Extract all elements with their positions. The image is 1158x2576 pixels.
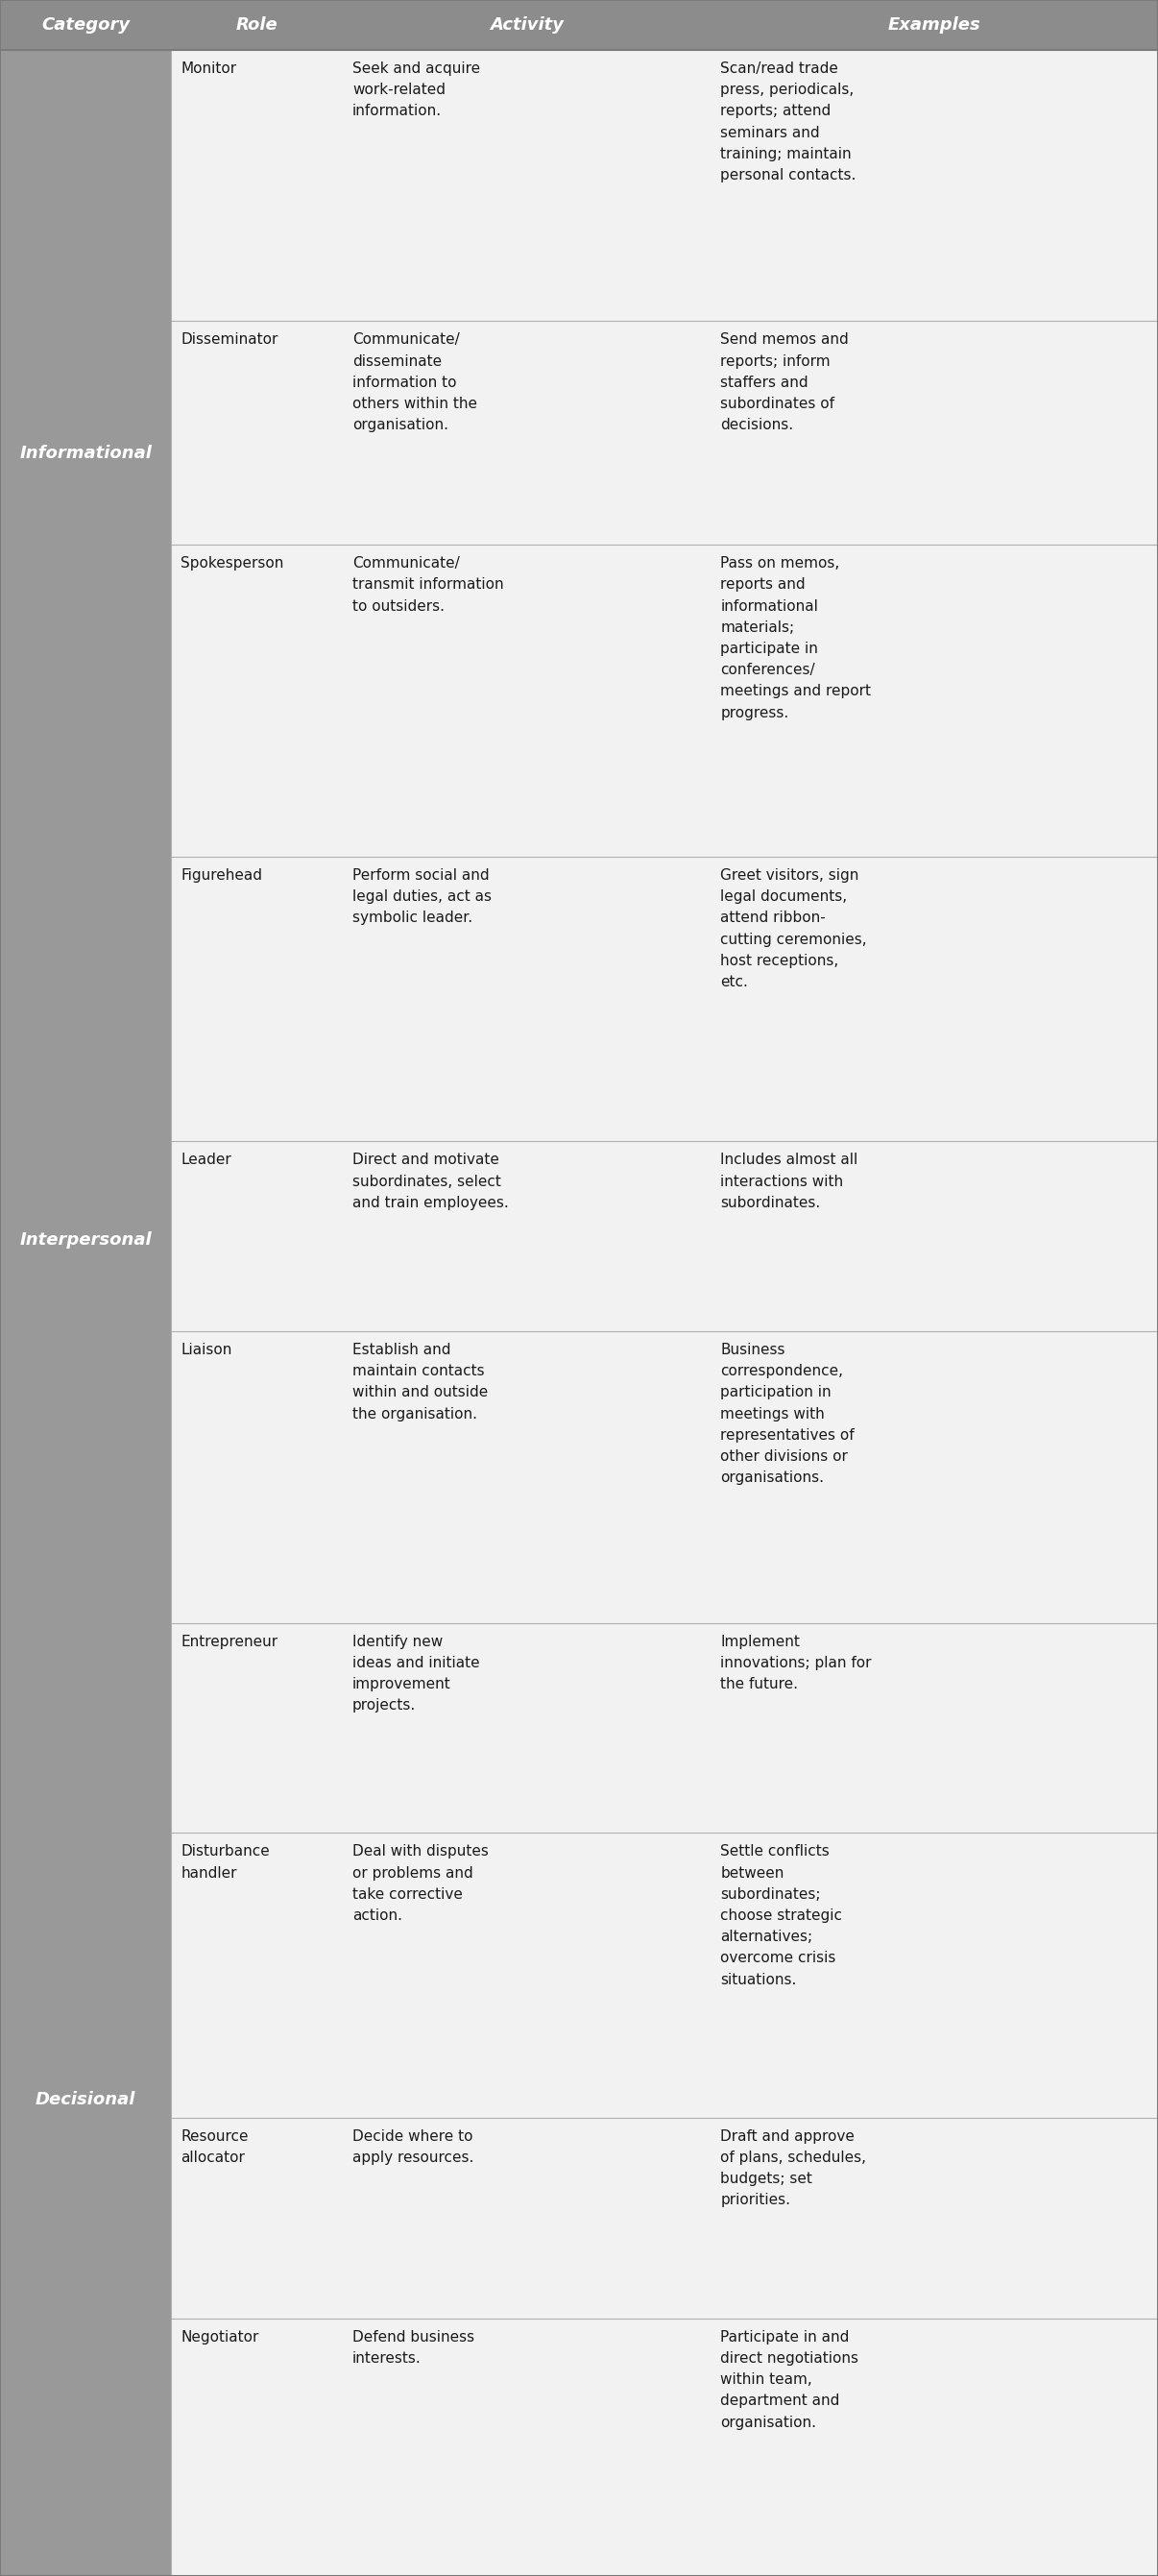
Bar <box>171 2117 1158 2318</box>
Text: Includes almost all
interactions with
subordinates.: Includes almost all interactions with su… <box>720 1154 858 1211</box>
Text: Draft and approve
of plans, schedules,
budgets; set
priorities.: Draft and approve of plans, schedules, b… <box>720 2130 866 2208</box>
Bar <box>171 1623 1158 1834</box>
Text: Disturbance
handler: Disturbance handler <box>181 1844 270 1880</box>
Bar <box>171 858 1158 1141</box>
Text: Business
correspondence,
participation in
meetings with
representatives of
other: Business correspondence, participation i… <box>720 1342 855 1486</box>
Text: Disseminator: Disseminator <box>181 332 278 348</box>
Text: Resource
allocator: Resource allocator <box>181 2130 249 2164</box>
Text: Send memos and
reports; inform
staffers and
subordinates of
decisions.: Send memos and reports; inform staffers … <box>720 332 849 433</box>
Text: Interpersonal: Interpersonal <box>20 1231 152 1249</box>
Text: Defend business
interests.: Defend business interests. <box>352 2329 475 2365</box>
Text: Leader: Leader <box>181 1154 232 1167</box>
Text: Communicate/
disseminate
information to
others within the
organisation.: Communicate/ disseminate information to … <box>352 332 477 433</box>
Text: Greet visitors, sign
legal documents,
attend ribbon-
cutting ceremonies,
host re: Greet visitors, sign legal documents, at… <box>720 868 867 989</box>
Bar <box>171 1332 1158 1623</box>
Text: Settle conflicts
between
subordinates;
choose strategic
alternatives;
overcome c: Settle conflicts between subordinates; c… <box>720 1844 843 1986</box>
Text: Role: Role <box>236 15 278 33</box>
Bar <box>171 322 1158 546</box>
Text: Perform social and
legal duties, act as
symbolic leader.: Perform social and legal duties, act as … <box>352 868 492 925</box>
Text: Implement
innovations; plan for
the future.: Implement innovations; plan for the futu… <box>720 1633 872 1692</box>
Text: Decisional: Decisional <box>36 2092 135 2107</box>
Bar <box>0 858 171 1623</box>
Text: Examples: Examples <box>888 15 981 33</box>
Bar <box>0 49 171 858</box>
Bar <box>171 546 1158 858</box>
Bar <box>171 49 1158 322</box>
Text: Informational: Informational <box>20 446 152 461</box>
Text: Category: Category <box>42 15 130 33</box>
Text: Decide where to
apply resources.: Decide where to apply resources. <box>352 2130 474 2164</box>
Text: Activity: Activity <box>490 15 564 33</box>
Text: Figurehead: Figurehead <box>181 868 263 884</box>
Bar <box>171 1141 1158 1332</box>
Text: Participate in and
direct negotiations
within team,
department and
organisation.: Participate in and direct negotiations w… <box>720 2329 859 2429</box>
Text: Liaison: Liaison <box>181 1342 233 1358</box>
Bar <box>0 0 1158 49</box>
Text: Spokesperson: Spokesperson <box>181 556 284 572</box>
Text: Entrepreneur: Entrepreneur <box>181 1633 278 1649</box>
Text: Pass on memos,
reports and
informational
materials;
participate in
conferences/
: Pass on memos, reports and informational… <box>720 556 871 721</box>
Text: Scan/read trade
press, periodicals,
reports; attend
seminars and
training; maint: Scan/read trade press, periodicals, repo… <box>720 62 857 183</box>
Bar <box>171 1834 1158 2117</box>
Text: Monitor: Monitor <box>181 62 236 75</box>
Bar <box>0 1623 171 2576</box>
Text: Identify new
ideas and initiate
improvement
projects.: Identify new ideas and initiate improvem… <box>352 1633 479 1713</box>
Text: Communicate/
transmit information
to outsiders.: Communicate/ transmit information to out… <box>352 556 504 613</box>
Text: Deal with disputes
or problems and
take corrective
action.: Deal with disputes or problems and take … <box>352 1844 489 1922</box>
Text: Direct and motivate
subordinates, select
and train employees.: Direct and motivate subordinates, select… <box>352 1154 508 1211</box>
Bar <box>171 2318 1158 2576</box>
Text: Negotiator: Negotiator <box>181 2329 259 2344</box>
Text: Establish and
maintain contacts
within and outside
the organisation.: Establish and maintain contacts within a… <box>352 1342 488 1422</box>
Text: Seek and acquire
work-related
information.: Seek and acquire work-related informatio… <box>352 62 481 118</box>
